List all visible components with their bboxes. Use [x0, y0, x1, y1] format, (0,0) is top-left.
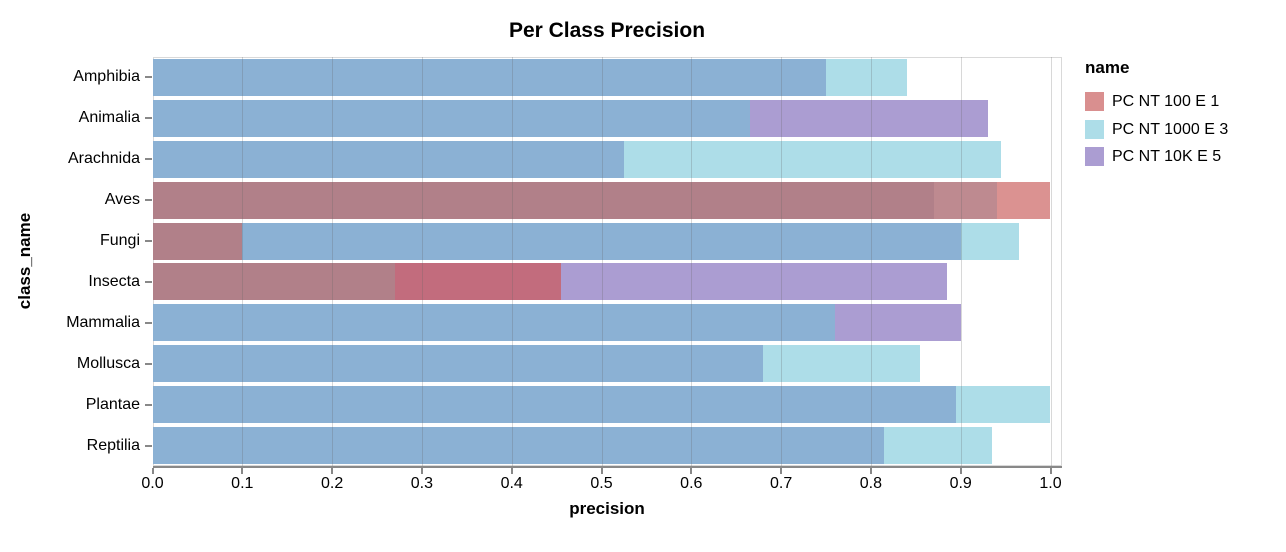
gridline [421, 57, 423, 466]
legend-swatch-2 [1085, 119, 1104, 139]
gridline [332, 57, 334, 466]
bar-segment-aves-s100 [996, 181, 1051, 219]
x-tick-mark [151, 468, 154, 474]
bar-segment-aves-s100+s1000+s10k [152, 181, 934, 219]
bar-segment-mollusca-s1000+s10k [152, 345, 764, 383]
y-tick-mark [145, 117, 152, 120]
bar-segment-reptilia-s1000+s10k [152, 427, 885, 465]
bar-segment-arachnida-s1000 [623, 140, 1002, 178]
x-tick-label: 0.5 [590, 475, 613, 492]
legend-label-3: PC NT 10K E 5 [1112, 148, 1222, 165]
x-tick-mark [690, 468, 693, 474]
y-tick-label: Mammalia [66, 313, 140, 331]
y-tick-mark [145, 321, 152, 324]
gridline [511, 57, 513, 466]
x-tick-mark [869, 468, 872, 474]
y-tick-label: Insecta [88, 272, 140, 290]
x-axis-title: precision [569, 499, 645, 518]
x-tick-label: 0.7 [769, 475, 793, 492]
x-tick-mark [241, 468, 244, 474]
bar-segment-fungi-s1000+s10k [242, 222, 961, 260]
x-tick-mark [1049, 468, 1052, 474]
bar-segment-plantae-s1000 [956, 386, 1051, 424]
y-tick-label: Amphibia [73, 68, 140, 86]
x-axis-line [152, 466, 1062, 468]
x-tick-mark [780, 468, 783, 474]
y-tick-mark [145, 362, 152, 365]
bar-segment-animalia-s10k [749, 99, 988, 137]
x-tick-label: 0.1 [231, 475, 254, 492]
bar-segment-fungi-s100+s1000+s10k [152, 222, 243, 260]
bar-segment-mollusca-s1000 [763, 345, 921, 383]
chart-title: Per Class Precision [508, 19, 706, 42]
x-tick-label: 0.6 [680, 475, 703, 492]
y-tick-label: Aves [104, 191, 140, 209]
legend-swatch-1 [1085, 92, 1104, 111]
x-tick-mark [959, 468, 962, 474]
y-tick-label: Arachnida [67, 150, 140, 168]
y-tick-mark [145, 199, 152, 202]
y-tick-mark [145, 280, 152, 283]
x-tick-label: 0.0 [141, 475, 164, 492]
y-tick-mark [145, 444, 152, 447]
x-tick-mark [510, 468, 513, 474]
y-tick-mark [145, 158, 152, 161]
gridline [781, 57, 783, 466]
bar-segment-mammalia-s10k [834, 304, 961, 342]
gridline [870, 57, 872, 466]
y-tick-mark [145, 403, 152, 406]
gridline [601, 57, 603, 466]
y-tick-mark [145, 76, 152, 79]
y-tick-label: Fungi [99, 232, 140, 250]
x-tick-mark [600, 468, 603, 474]
y-tick-label: Plantae [85, 395, 140, 413]
x-tick-label: 0.3 [410, 475, 434, 492]
gridline [691, 57, 693, 466]
bar-segment-insecta-s100+s10k [394, 263, 562, 301]
y-tick-label: Reptilia [86, 436, 140, 454]
x-tick-label: 0.9 [949, 475, 972, 492]
plot-border [152, 57, 1062, 466]
bar-segment-mammalia-s1000+s10k [152, 304, 835, 342]
bar-segment-plantae-s1000+s10k [152, 386, 957, 424]
bar-segment-amphibia-s1000+s10k [152, 58, 826, 96]
x-tick-label: 1.0 [1039, 475, 1062, 492]
bar-segment-fungi-s1000 [960, 222, 1020, 260]
bar-segment-amphibia-s1000 [826, 58, 907, 96]
legend-label-1: PC NT 100 E 1 [1112, 93, 1220, 110]
x-tick-mark [331, 468, 334, 474]
y-tick-label: Animalia [78, 109, 140, 127]
gridline [242, 57, 244, 466]
legend: name PC NT 100 E 1 PC NT 1000 E 3 PC NT 10… [1085, 58, 1285, 188]
legend-title: name [1085, 58, 1130, 77]
bar-segment-aves-s100+s1000 [933, 181, 997, 219]
bar-segment-insecta-s10k [561, 263, 948, 301]
bar-segment-insecta-s100+s1000+s10k [152, 263, 395, 301]
y-tick-label: Mollusca [76, 354, 140, 372]
legend-swatch-3 [1085, 147, 1104, 166]
x-tick-label: 0.4 [500, 475, 523, 492]
x-tick-label: 0.8 [859, 475, 883, 492]
x-tick-mark [420, 468, 423, 474]
x-tick-label: 0.2 [320, 475, 344, 492]
gridline [1050, 57, 1052, 466]
bar-segment-reptilia-s1000 [884, 427, 993, 465]
bar-segment-animalia-s1000+s10k [152, 99, 750, 137]
legend-label-2: PC NT 1000 E 3 [1112, 120, 1229, 138]
bar-segment-arachnida-s1000+s10k [152, 140, 624, 178]
gridline [960, 57, 962, 466]
y-tick-mark [145, 240, 152, 243]
